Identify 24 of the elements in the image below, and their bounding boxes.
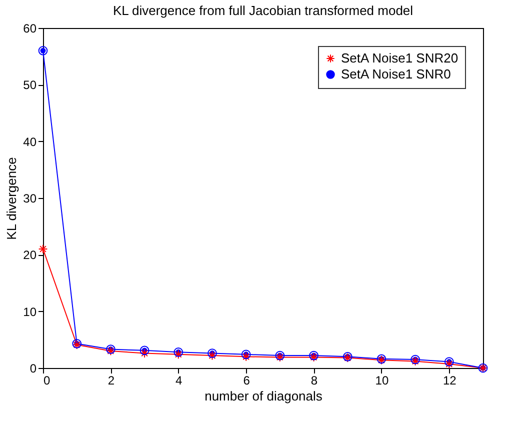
point [444,359,454,369]
point [140,348,150,358]
x-tick-label: 12 [442,374,457,388]
y-tick-label: 40 [23,134,37,149]
legend-label: SetA Noise1 SNR20 [341,50,458,66]
chart-title: KL divergence from full Jacobian transformed model [112,3,414,18]
x-tick-label: 4 [176,374,183,388]
y-tick-label: 20 [23,248,37,262]
y-axis-title: KL divergence [4,157,20,240]
x-tick-label: 10 [375,374,389,388]
y-tick-label: 50 [23,78,37,92]
point [38,244,48,254]
x-tick-label: 8 [310,374,318,388]
x-tick-label: 6 [243,374,250,388]
legend-label: SetA Noise1 SNR0 [341,66,451,82]
y-tick-label: 60 [23,22,37,36]
y-tick-label: 30 [23,192,37,206]
y-tick-label: 10 [23,304,37,319]
x-tick-label: 0 [44,374,50,388]
point [174,350,184,360]
y-tick-label: 0 [30,362,37,376]
x-axis-title: number of diagonals [204,388,323,404]
point [208,350,217,360]
x-tick-label: 2 [108,374,115,388]
